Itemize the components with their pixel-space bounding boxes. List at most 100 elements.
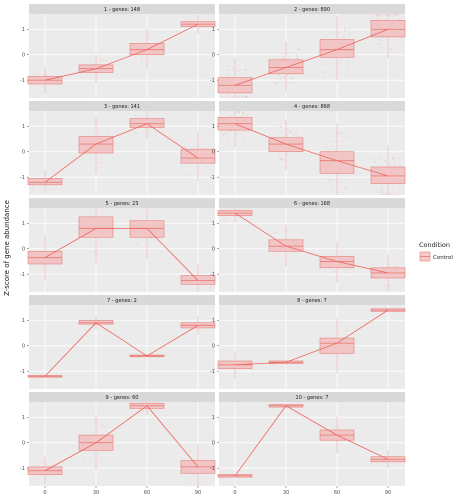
data-point	[226, 64, 229, 67]
data-point	[293, 132, 296, 135]
panel-4: 4 - genes: 868 1 0 -1	[210, 101, 406, 195]
data-point	[100, 59, 102, 62]
y-tick-label: -1	[210, 272, 215, 278]
data-point	[244, 96, 247, 98]
data-point	[295, 54, 298, 57]
data-point	[389, 14, 392, 17]
data-point	[395, 14, 398, 16]
y-tick-label: -1	[20, 466, 25, 472]
data-point	[287, 57, 290, 59]
data-point	[33, 478, 36, 480]
median-trend-line	[44, 405, 199, 472]
data-point	[327, 178, 330, 181]
x-tick-label: 30	[283, 490, 289, 496]
data-point	[286, 159, 289, 162]
x-tick-label: 60	[144, 490, 150, 496]
data-point	[244, 69, 247, 71]
data-point	[332, 178, 334, 181]
data-point	[296, 56, 299, 59]
data-point	[333, 271, 336, 273]
data-point	[285, 363, 288, 366]
panel-title: 8 - genes: 7	[297, 298, 327, 304]
median-trend-line	[44, 322, 199, 377]
panel-strip	[219, 4, 405, 14]
data-point	[295, 130, 298, 133]
panel-strip	[29, 4, 215, 14]
data-point	[325, 145, 328, 148]
data-point	[379, 42, 382, 45]
data-point	[393, 193, 396, 195]
data-point	[393, 163, 396, 166]
data-point	[283, 75, 286, 78]
legend-label-control: Control	[433, 255, 453, 261]
y-tick-label: 1	[212, 221, 215, 227]
data-point	[286, 52, 289, 55]
y-tick-label: -1	[20, 175, 25, 181]
data-point	[279, 126, 282, 128]
data-point	[275, 77, 278, 80]
data-point	[231, 66, 234, 69]
data-point	[242, 111, 245, 113]
y-tick-label: 0	[212, 441, 215, 447]
data-point	[346, 271, 349, 274]
y-tick-label: 0	[212, 247, 215, 253]
y-tick-label: -1	[20, 78, 25, 84]
panel-strip	[29, 198, 215, 208]
data-point	[280, 157, 282, 160]
data-point	[343, 136, 345, 139]
data-point	[334, 25, 336, 28]
median-trend-line	[234, 212, 389, 274]
y-tick-label: 0	[22, 150, 25, 156]
data-point	[292, 82, 294, 84]
data-point	[233, 74, 236, 77]
data-point	[337, 31, 340, 34]
data-point	[103, 426, 106, 429]
box	[319, 256, 355, 269]
data-point	[323, 71, 326, 74]
y-tick-label: -1	[210, 78, 215, 84]
data-point	[244, 69, 247, 71]
data-point	[280, 125, 282, 128]
panel-strip	[29, 295, 215, 305]
data-point	[237, 111, 240, 113]
data-point	[134, 131, 137, 134]
y-tick-label: 0	[22, 247, 25, 253]
data-point	[389, 40, 392, 43]
data-point	[135, 132, 137, 135]
data-point	[273, 125, 275, 127]
data-point	[397, 157, 400, 159]
data-point	[228, 130, 231, 133]
data-point	[377, 42, 379, 45]
data-point	[384, 306, 386, 309]
data-point	[246, 114, 249, 117]
data-point	[391, 259, 394, 262]
data-point	[375, 14, 378, 16]
data-point	[378, 158, 381, 160]
box	[319, 151, 355, 174]
data-point	[141, 116, 144, 119]
data-point	[245, 218, 248, 221]
data-point	[379, 39, 382, 41]
data-point	[375, 14, 378, 16]
data-point	[238, 111, 241, 113]
box	[268, 137, 304, 153]
data-point	[136, 243, 138, 245]
data-point	[195, 481, 198, 484]
data-point	[223, 96, 225, 98]
y-tick-label: 0	[212, 53, 215, 59]
data-point	[330, 184, 333, 187]
data-point	[222, 68, 224, 71]
data-point	[195, 287, 197, 290]
data-point	[227, 96, 230, 98]
data-point	[344, 187, 347, 189]
data-point	[275, 83, 278, 86]
data-point	[337, 131, 339, 134]
data-point	[343, 29, 346, 32]
data-point	[337, 331, 340, 334]
panel-1: 1 - genes: 148 1 0 -1	[20, 4, 216, 98]
data-point	[325, 25, 327, 28]
data-point	[388, 262, 390, 265]
x-tick-label: 90	[385, 490, 391, 496]
data-point	[95, 75, 98, 78]
data-point	[343, 27, 346, 30]
